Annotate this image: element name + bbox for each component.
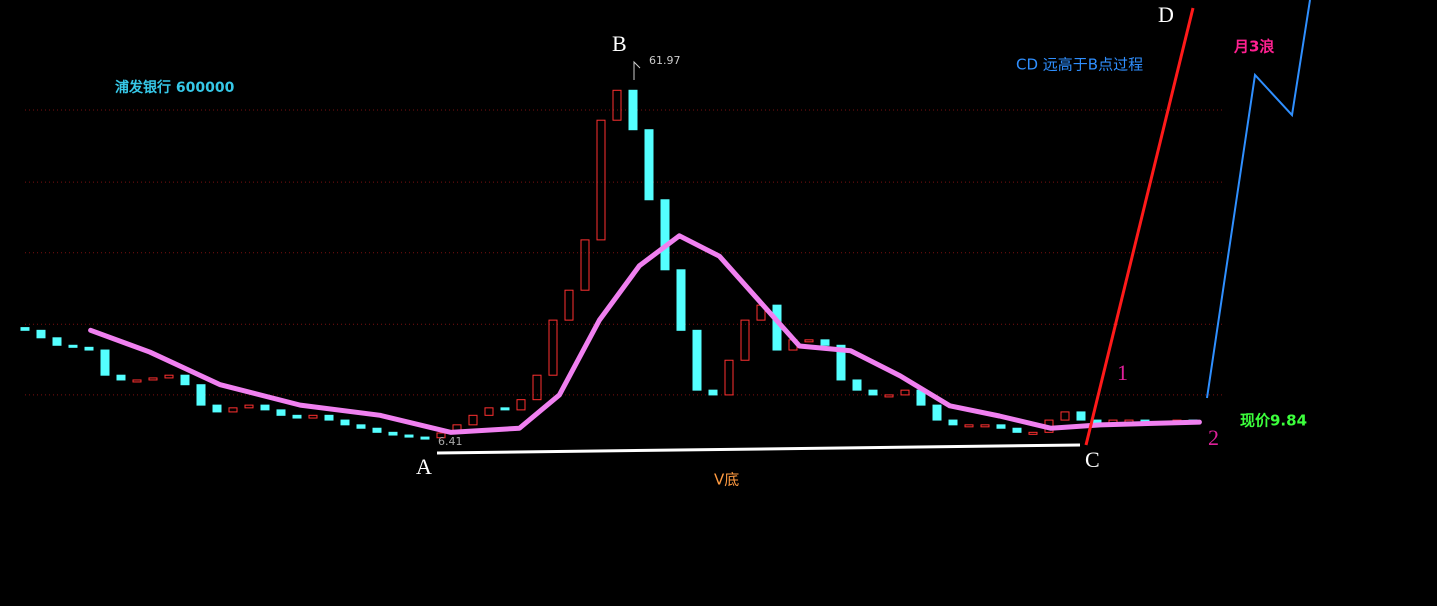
candle (932, 404, 942, 421)
candle (164, 374, 174, 379)
candle (484, 407, 494, 416)
candle (516, 399, 526, 411)
point-label: C (1085, 447, 1100, 472)
candle (884, 394, 894, 398)
candle (132, 379, 142, 383)
candle (564, 289, 574, 321)
candle (500, 407, 510, 411)
high-arrow (633, 60, 641, 80)
candle (1076, 411, 1086, 421)
candle (868, 389, 878, 396)
candle (276, 409, 286, 416)
wave-line (1206, 0, 1311, 399)
cd-note: CD 远高于B点过程 (1016, 56, 1143, 74)
candle (740, 319, 750, 361)
candle (996, 424, 1006, 429)
bottom-line (436, 443, 1081, 455)
candle (628, 89, 638, 131)
candle (260, 404, 270, 411)
point-label: B (612, 31, 627, 56)
candle (228, 407, 238, 413)
candle (148, 377, 158, 381)
candle (388, 431, 398, 436)
candle (308, 414, 318, 419)
candle (980, 424, 990, 428)
chart-title: 浦发银行 600000 (115, 79, 235, 96)
candle (708, 389, 718, 396)
candle (340, 419, 350, 426)
candle (836, 344, 846, 381)
candle (100, 349, 110, 376)
candle (52, 337, 62, 346)
candle (468, 414, 478, 426)
candle (820, 339, 830, 346)
candle (964, 424, 974, 428)
candle (660, 199, 670, 271)
price-label: 现价9.84 (1240, 412, 1307, 430)
candle (324, 414, 334, 421)
candle (612, 89, 622, 121)
candle (724, 359, 734, 396)
candle (84, 346, 94, 351)
wave-note: 月3浪 (1233, 38, 1274, 56)
candle (676, 269, 686, 331)
point-label: A (416, 454, 432, 479)
candle (1012, 427, 1022, 433)
candle (948, 419, 958, 426)
candle (420, 436, 430, 440)
candle (1028, 431, 1038, 435)
cd-line (1084, 7, 1195, 446)
candle (372, 427, 382, 433)
bottom-note: V底 (714, 471, 739, 489)
candle (852, 379, 862, 391)
candle (532, 374, 542, 401)
candle (244, 404, 254, 409)
candle (1060, 411, 1070, 421)
candle (20, 327, 30, 331)
candle (68, 344, 78, 348)
candle (692, 329, 702, 391)
candle (404, 434, 414, 438)
candle (436, 432, 446, 439)
candle (212, 404, 222, 413)
candle (900, 389, 910, 396)
candle (36, 329, 46, 339)
wave-label: 2 (1208, 425, 1219, 450)
candle (580, 239, 590, 291)
moving-average (88, 233, 1202, 435)
point-label: D (1158, 2, 1174, 27)
candle (356, 424, 366, 429)
high-label: 61.97 (649, 54, 681, 67)
candle (116, 374, 126, 381)
candle (644, 129, 654, 201)
candle (196, 384, 206, 406)
candle (596, 119, 606, 241)
candle (292, 414, 302, 419)
candle (548, 319, 558, 376)
low-label: 6.41 (438, 435, 463, 448)
candle (180, 374, 190, 386)
grid (25, 109, 1225, 396)
plot (20, 89, 1202, 440)
wave-label: 1 (1117, 360, 1128, 385)
candle (804, 339, 814, 343)
